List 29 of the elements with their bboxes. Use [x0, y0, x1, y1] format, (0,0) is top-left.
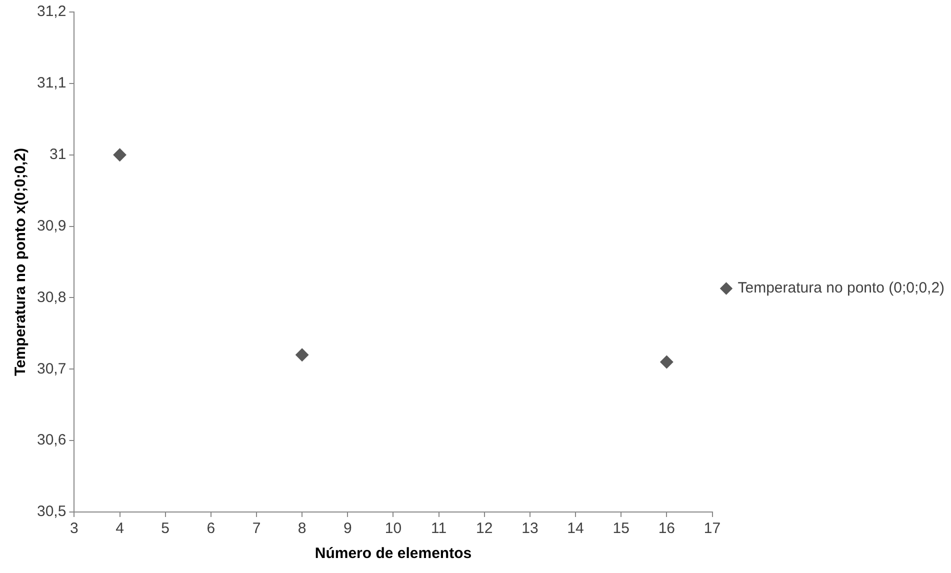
x-tick-label: 5: [161, 520, 170, 538]
point: [660, 356, 674, 368]
point: [296, 348, 309, 362]
y-tick-label: 30,5: [36, 503, 66, 520]
x-tick-label: 11: [431, 520, 447, 538]
legend-label: Temperatura no ponto (0;0;0,2): [738, 280, 945, 297]
x-tick-label: 12: [476, 520, 493, 538]
y-tick-label: 30,7: [36, 360, 66, 378]
point: [113, 148, 126, 162]
x-axis-title: Número de elementos: [314, 545, 472, 562]
x-tick-label: 15: [612, 520, 630, 538]
x-tick-label: 4: [116, 520, 124, 538]
y-tick-label: 31,2: [36, 3, 66, 20]
x-tick-label: 6: [206, 520, 216, 538]
y-tick-label: 31,1: [36, 74, 66, 92]
x-tick-label: 3: [70, 520, 78, 538]
y-tick-label: 30,8: [36, 288, 66, 306]
x-tick-label: 16: [658, 520, 676, 538]
y-tick-label: 30,9: [36, 217, 66, 234]
y-axis-title: Temperatura no ponto x(0;0;0,2): [12, 148, 30, 376]
x-tick-label: 8: [298, 520, 306, 538]
y-tick-label: 31: [50, 146, 66, 163]
y-tick-label: 30,6: [36, 432, 66, 449]
x-tick-label: 17: [704, 520, 721, 538]
x-tick-label: 7: [252, 520, 261, 538]
x-tick-label: 10: [384, 520, 402, 538]
x-tick-label: 14: [567, 520, 584, 538]
x-tick-label: 13: [522, 520, 538, 538]
x-tick-label: 9: [343, 520, 352, 538]
